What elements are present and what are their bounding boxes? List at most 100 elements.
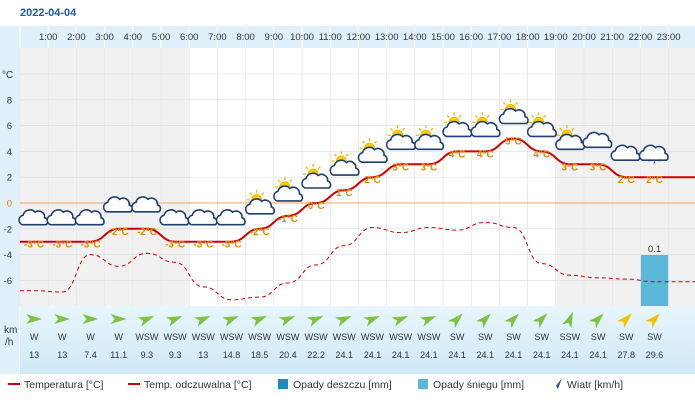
wind-speed-label: 18.5 bbox=[251, 350, 269, 360]
wind-speed-label: 22.2 bbox=[307, 350, 325, 360]
wind-arrow-shape bbox=[278, 315, 296, 327]
hour-label: 19:00 bbox=[544, 32, 568, 43]
sun-ray bbox=[559, 127, 563, 131]
legend-label: Wiatr [km/h] bbox=[567, 379, 623, 391]
wind-direction-label: SW bbox=[647, 332, 662, 342]
snowflake: * bbox=[653, 161, 656, 168]
cloud-shape bbox=[582, 131, 613, 149]
sun-ray bbox=[446, 114, 450, 118]
hour-label: 12:00 bbox=[347, 32, 371, 43]
hour-label: 8:00 bbox=[236, 32, 255, 43]
sun-ray bbox=[261, 192, 265, 196]
cloud-shape bbox=[526, 120, 557, 138]
wind-speed-label: 11.1 bbox=[110, 350, 127, 360]
cloud-icon bbox=[215, 209, 246, 226]
sun-ray bbox=[277, 179, 281, 183]
wind-speed-label: 24.1 bbox=[364, 350, 382, 360]
wind-speed-label: 24.1 bbox=[420, 350, 438, 360]
wind-direction-label: W bbox=[86, 332, 95, 342]
wind-speed-label: 24.1 bbox=[477, 350, 495, 360]
cloud-shape bbox=[187, 209, 218, 226]
snow-cloud-icon: * * * bbox=[638, 144, 669, 168]
temp-label: -3°C bbox=[193, 240, 213, 251]
hour-label: 1:00 bbox=[39, 32, 58, 43]
wind-speed-label: 7.4 bbox=[84, 350, 97, 360]
wind-arrow-icon bbox=[250, 315, 268, 327]
wind-arrow-shape bbox=[54, 314, 71, 324]
temp-label: 3°C bbox=[392, 162, 409, 173]
wind-arrow-icon bbox=[26, 314, 43, 324]
y-tick-label: -2 bbox=[4, 224, 12, 235]
sun-cloud-icon bbox=[470, 112, 501, 138]
snowflake: * bbox=[658, 159, 661, 166]
wind-direction-label: WSW bbox=[305, 332, 328, 342]
cloud-shape bbox=[329, 159, 360, 176]
wind-unit-km: km bbox=[4, 325, 17, 336]
wind-arrow-icon bbox=[222, 315, 239, 327]
temp-label: -3°C bbox=[52, 240, 72, 251]
wind-arrow-icon bbox=[419, 315, 437, 327]
weather-icons: * * * bbox=[18, 99, 669, 226]
wind-arrow-shape bbox=[562, 311, 573, 329]
wind-arrow-icon bbox=[391, 315, 409, 327]
hour-label: 13:00 bbox=[375, 32, 399, 43]
hour-label: 20:00 bbox=[572, 32, 596, 43]
y-tick-label: 4 bbox=[7, 147, 12, 158]
wind-speed-label: 24.1 bbox=[448, 350, 466, 360]
wind-direction-label: WSW bbox=[276, 332, 299, 342]
sun-cloud-icon bbox=[357, 138, 388, 163]
hour-label: 5:00 bbox=[152, 32, 171, 43]
cloud-shape bbox=[244, 198, 275, 215]
wind-arrow-shape bbox=[363, 315, 380, 327]
wind-arrow-icon bbox=[334, 315, 352, 327]
wind-speed-label: 24.1 bbox=[561, 350, 579, 360]
cloud-shape bbox=[414, 133, 445, 151]
snow-bars: 0.1 bbox=[640, 244, 669, 306]
wind-arrow-icon bbox=[110, 314, 127, 324]
sun-ray bbox=[373, 140, 378, 144]
legend: Temperatura [°C] Temp. odczuwalna [°C] Opa… bbox=[8, 378, 623, 391]
wind-arrow-shape bbox=[447, 313, 463, 329]
hour-label: 6:00 bbox=[180, 32, 199, 43]
snow-bar bbox=[640, 255, 669, 306]
chart-grid bbox=[19, 26, 695, 374]
y-tick-label: 2 bbox=[7, 173, 12, 184]
wind-arrow-icon bbox=[82, 314, 99, 324]
legend-label: Temperatura [°C] bbox=[24, 379, 104, 391]
hour-label: 4:00 bbox=[124, 32, 143, 43]
sun-ray bbox=[514, 101, 519, 106]
wind-direction-label: SW bbox=[534, 332, 549, 342]
legend-item: Temp. odczuwalna [°C] bbox=[128, 379, 252, 391]
wind-direction-label: W bbox=[58, 332, 67, 342]
wind-arrow-shape bbox=[532, 313, 548, 329]
wind-speed-label: 13 bbox=[29, 350, 39, 360]
sun-ray bbox=[249, 192, 253, 196]
wind-arrow-shape bbox=[110, 314, 127, 324]
wind-arrow-icon bbox=[278, 315, 296, 327]
wind-direction-label: W bbox=[114, 332, 123, 342]
hour-label: 2:00 bbox=[67, 32, 86, 43]
wind-speed-label: 24.1 bbox=[533, 350, 551, 360]
legend-item: Opady deszczu [mm] bbox=[278, 379, 392, 391]
sun-cloud-icon bbox=[526, 112, 557, 138]
wind-speed-label: 20.4 bbox=[279, 350, 297, 360]
wind-arrow-icon bbox=[645, 313, 661, 329]
legend-box-icon bbox=[418, 379, 428, 389]
wind-direction-label: SSW bbox=[560, 332, 581, 342]
wind-direction-label: WSW bbox=[192, 332, 215, 342]
sun-ray bbox=[458, 114, 462, 118]
wind-arrow-shape bbox=[82, 314, 99, 324]
hour-labels: 1:00 2:00 3:00 4:00 5:00 6:00 7:00 8:00 9:00 10:0… bbox=[39, 32, 681, 43]
feels-like-line bbox=[20, 221, 695, 301]
wind-arrow-icon bbox=[306, 315, 324, 327]
wind-direction-label: SW bbox=[619, 332, 634, 342]
wind-panel bbox=[20, 306, 695, 374]
sun-ray bbox=[430, 127, 434, 131]
wind-direction-label: SW bbox=[450, 332, 465, 342]
temp-label: 4°C bbox=[477, 149, 494, 160]
wind-arrow-icon bbox=[617, 313, 632, 329]
sun-ray bbox=[390, 127, 394, 131]
temp-label: 2°C bbox=[364, 175, 381, 186]
cloud-icon bbox=[582, 131, 613, 149]
legend-item: Opady śniegu [mm] bbox=[418, 379, 524, 391]
